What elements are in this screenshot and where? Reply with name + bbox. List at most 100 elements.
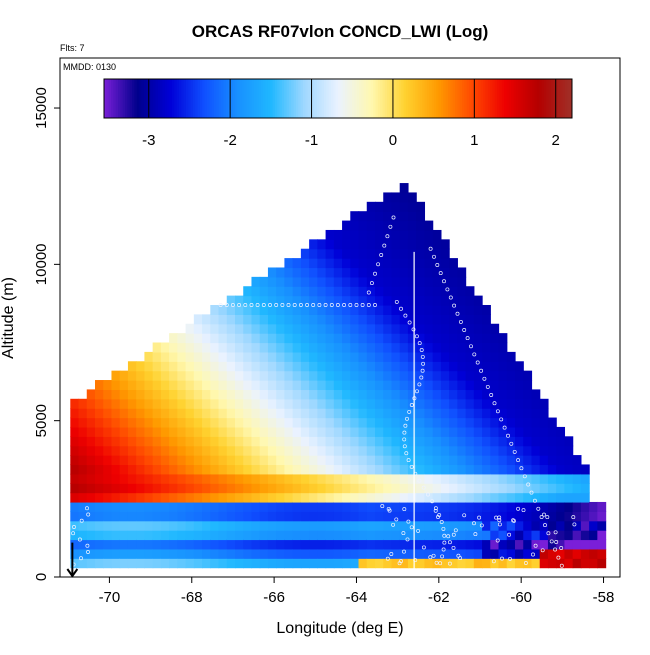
heatmap-cell: [317, 464, 327, 475]
heatmap-cell: [432, 426, 442, 437]
heatmap-cell: [490, 492, 500, 503]
heatmap-cell: [424, 464, 434, 475]
heatmap-cell: [416, 351, 426, 362]
colorbar-segment: [555, 79, 559, 118]
heatmap-cell: [235, 530, 244, 541]
colorbar-segment: [300, 79, 304, 118]
heatmap-cell: [251, 445, 261, 456]
colorbar-segment: [345, 79, 348, 118]
colorbar-tick-label: 2: [552, 132, 560, 149]
heatmap-cell: [259, 436, 269, 447]
heatmap-cell: [333, 248, 343, 259]
heatmap-cell: [251, 380, 261, 391]
heatmap-cell: [202, 426, 211, 437]
track-point: [458, 319, 463, 324]
heatmap-cell: [226, 351, 236, 362]
heatmap-cell: [383, 426, 393, 437]
heatmap-cell: [243, 473, 253, 484]
heatmap-cell: [136, 492, 146, 503]
heatmap-cell: [317, 558, 327, 569]
colorbar-segment: [459, 79, 463, 118]
heatmap-cell: [473, 436, 483, 447]
colorbar-segment: [501, 79, 505, 118]
heatmap-cell: [317, 361, 327, 372]
x-tick-label: -68: [181, 589, 203, 606]
track-point: [497, 518, 502, 523]
heatmap-cell: [251, 530, 261, 541]
heatmap-cell: [160, 370, 170, 381]
heatmap-cell: [111, 530, 121, 541]
heatmap-cell: [300, 333, 310, 344]
heatmap-cell: [498, 558, 508, 569]
heatmap-cell: [358, 436, 368, 447]
heatmap-cell: [383, 304, 393, 315]
heatmap-cell: [78, 511, 88, 522]
heatmap-cell: [465, 436, 475, 447]
track-point: [465, 336, 470, 341]
heatmap-cell: [531, 455, 541, 466]
heatmap-cell: [243, 445, 253, 456]
heatmap-cell: [86, 408, 96, 419]
heatmap-cell: [572, 473, 582, 484]
heatmap-cell: [235, 426, 244, 437]
heatmap-cell: [515, 501, 524, 512]
heatmap-cell: [539, 492, 549, 503]
heatmap-cell: [358, 501, 368, 512]
colorbar-segment: [483, 79, 486, 118]
heatmap-cell: [259, 323, 269, 334]
heatmap-cell: [325, 239, 335, 250]
heatmap-cell: [267, 501, 277, 512]
heatmap-cell: [136, 389, 146, 400]
colorbar-segment: [436, 79, 440, 118]
heatmap-cell: [556, 511, 566, 522]
heatmap-cell: [193, 492, 203, 503]
heatmap-cell: [251, 276, 261, 287]
heatmap-cell: [317, 342, 327, 353]
heatmap-cell: [556, 530, 566, 541]
heatmap-cell: [506, 520, 516, 531]
heatmap-cell: [391, 548, 401, 559]
colorbar-segment: [330, 79, 334, 118]
heatmap-cell: [267, 295, 277, 306]
heatmap-cell: [226, 483, 236, 494]
heatmap-cell: [506, 539, 516, 550]
heatmap-cell: [251, 295, 261, 306]
heatmap-cell: [531, 473, 541, 484]
heatmap-cell: [243, 520, 253, 531]
heatmap-cell: [267, 380, 277, 391]
heatmap-cell: [556, 492, 566, 503]
track-point: [506, 433, 510, 438]
heatmap-cell: [284, 426, 294, 437]
track-point: [554, 540, 559, 544]
track-point: [451, 545, 456, 550]
heatmap-cell: [325, 380, 335, 391]
heatmap-cell: [202, 389, 211, 400]
heatmap-cell: [350, 304, 360, 315]
heatmap-cell: [407, 258, 417, 269]
heatmap-cell: [292, 483, 302, 494]
heatmap-cell: [292, 267, 302, 278]
heatmap-cell: [276, 445, 286, 456]
heatmap-cell: [391, 248, 401, 259]
heatmap-cell: [111, 426, 121, 437]
heatmap-cell: [391, 473, 401, 484]
heatmap-cell: [457, 333, 467, 344]
heatmap-cell: [325, 389, 335, 400]
heatmap-cell: [465, 314, 475, 325]
heatmap-cell: [284, 286, 294, 297]
heatmap-cell: [333, 464, 343, 475]
heatmap-cell: [70, 398, 80, 409]
heatmap-cell: [86, 501, 96, 512]
heatmap-cell: [136, 380, 146, 391]
heatmap-cell: [235, 539, 244, 550]
heatmap-cell: [317, 239, 327, 250]
heatmap-cell: [70, 464, 80, 475]
heatmap-cell: [391, 389, 401, 400]
heatmap-cell: [391, 426, 401, 437]
track-point: [86, 512, 91, 517]
heatmap-cell: [580, 492, 590, 503]
track-point: [455, 311, 460, 316]
heatmap-cell: [342, 370, 351, 381]
colorbar-segment: [134, 79, 138, 118]
heatmap-cell: [235, 445, 244, 456]
